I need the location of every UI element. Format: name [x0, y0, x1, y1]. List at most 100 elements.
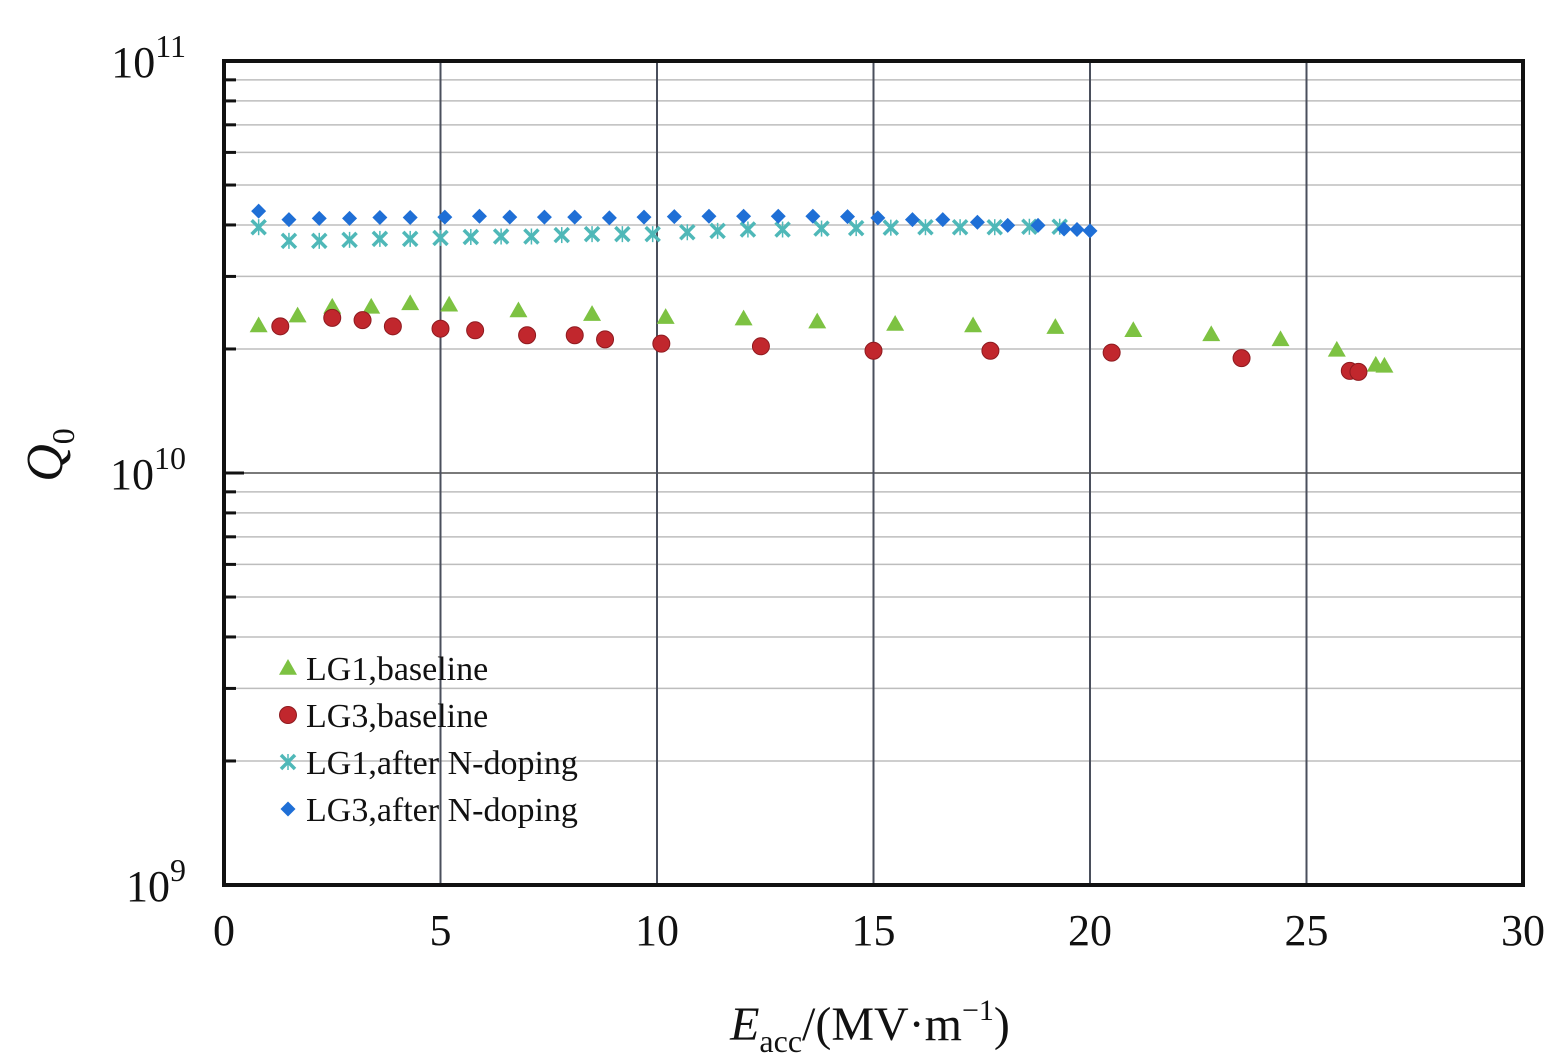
- data-point: [774, 221, 791, 238]
- data-point: [1124, 321, 1143, 338]
- legend-item: LG3,after N-doping: [280, 792, 578, 829]
- data-point: [870, 210, 886, 226]
- data-point: [249, 316, 268, 333]
- series-2: [271, 308, 1368, 381]
- data-point: [808, 312, 827, 329]
- y-tick-label-base: 10: [111, 38, 155, 87]
- data-point: [666, 209, 682, 225]
- data-point: [431, 319, 450, 338]
- y-axis-title: Q0: [17, 428, 81, 482]
- data-point: [323, 308, 342, 327]
- data-point: [362, 297, 381, 314]
- y-tick-label: 1010: [110, 440, 186, 499]
- data-point: [567, 209, 583, 225]
- y-tick-label: 1011: [111, 28, 186, 87]
- data-point: [656, 308, 675, 324]
- legend-marker: [279, 706, 297, 724]
- x-tick-label: 20: [1068, 906, 1112, 955]
- data-point: [886, 314, 905, 331]
- data-point: [502, 209, 518, 225]
- data-point: [652, 334, 671, 353]
- data-point: [437, 209, 453, 225]
- data-point: [882, 219, 900, 236]
- x-tick-label: 10: [635, 906, 679, 955]
- data-point: [372, 210, 388, 226]
- data-point: [523, 228, 540, 245]
- data-point: [701, 208, 717, 224]
- y-tick-label-exponent: 9: [170, 852, 186, 888]
- data-point: [1056, 221, 1072, 237]
- data-point: [981, 341, 1000, 360]
- y-tick-label-base: 10: [126, 862, 170, 911]
- data-point: [281, 212, 297, 228]
- data-point: [353, 311, 372, 330]
- data-point: [709, 222, 726, 240]
- data-point: [518, 326, 537, 345]
- x-tick-label: 5: [430, 906, 452, 955]
- data-point: [917, 218, 934, 236]
- data-point: [904, 212, 920, 228]
- y-tick-label-base: 10: [110, 450, 154, 499]
- x-tick-label: 25: [1285, 906, 1329, 955]
- data-point: [847, 219, 865, 237]
- data-point: [401, 294, 420, 311]
- data-point: [342, 210, 358, 226]
- data-point: [601, 210, 617, 226]
- data-point: [986, 218, 1003, 236]
- legend-marker: [279, 753, 297, 771]
- x-axis-title-close: ): [994, 998, 1010, 1051]
- data-point: [471, 208, 487, 224]
- data-point: [1375, 356, 1394, 373]
- y-axis-title-main: Q: [17, 444, 74, 482]
- data-point: [311, 210, 327, 226]
- legend: LG1,baseline LG3,baseline LG1,after N-dopi…: [279, 651, 578, 829]
- data-point: [383, 317, 402, 336]
- data-point: [840, 209, 856, 225]
- data-marks: [249, 203, 1394, 381]
- data-point: [951, 218, 969, 236]
- series-4: [251, 203, 1098, 239]
- data-point: [402, 210, 418, 226]
- data-point: [614, 225, 631, 243]
- y-tick-label-exponent: 10: [154, 440, 186, 476]
- data-point: [288, 306, 307, 323]
- data-point: [536, 209, 552, 225]
- data-point: [596, 330, 615, 349]
- data-point: [813, 220, 830, 237]
- data-point: [1000, 217, 1016, 233]
- data-point: [250, 218, 267, 236]
- legend-label: LG3,baseline: [306, 698, 488, 735]
- x-tick-label: 30: [1501, 906, 1545, 955]
- data-point: [251, 203, 267, 219]
- data-point: [492, 228, 510, 245]
- data-point: [1202, 325, 1221, 342]
- data-point: [280, 232, 298, 250]
- data-point: [739, 221, 757, 238]
- x-axis-title-main: E: [729, 998, 759, 1051]
- data-point: [565, 326, 584, 345]
- y-axis-title-group: Q0: [17, 428, 81, 482]
- y-tick-label-exponent: 11: [155, 28, 186, 64]
- data-point: [1069, 221, 1085, 237]
- data-point: [805, 208, 821, 224]
- data-point: [644, 225, 661, 243]
- data-point: [679, 224, 696, 241]
- x-axis-title-sup: −1: [962, 994, 994, 1027]
- x-axis-title-rest: /(MV·m: [802, 998, 962, 1051]
- data-point: [1102, 343, 1121, 362]
- x-tick-label: 0: [213, 906, 235, 955]
- legend-item: LG3,baseline: [279, 698, 488, 735]
- data-point: [371, 230, 389, 248]
- data-point: [770, 208, 786, 224]
- legend-label: LG1,after N-doping: [306, 745, 578, 782]
- data-point: [1232, 349, 1251, 368]
- data-point: [736, 208, 752, 224]
- data-point: [751, 337, 770, 356]
- data-point: [1046, 318, 1065, 334]
- data-point: [323, 297, 342, 314]
- data-point: [440, 295, 459, 312]
- data-point: [734, 309, 753, 326]
- legend-item: LG1,baseline: [279, 651, 488, 688]
